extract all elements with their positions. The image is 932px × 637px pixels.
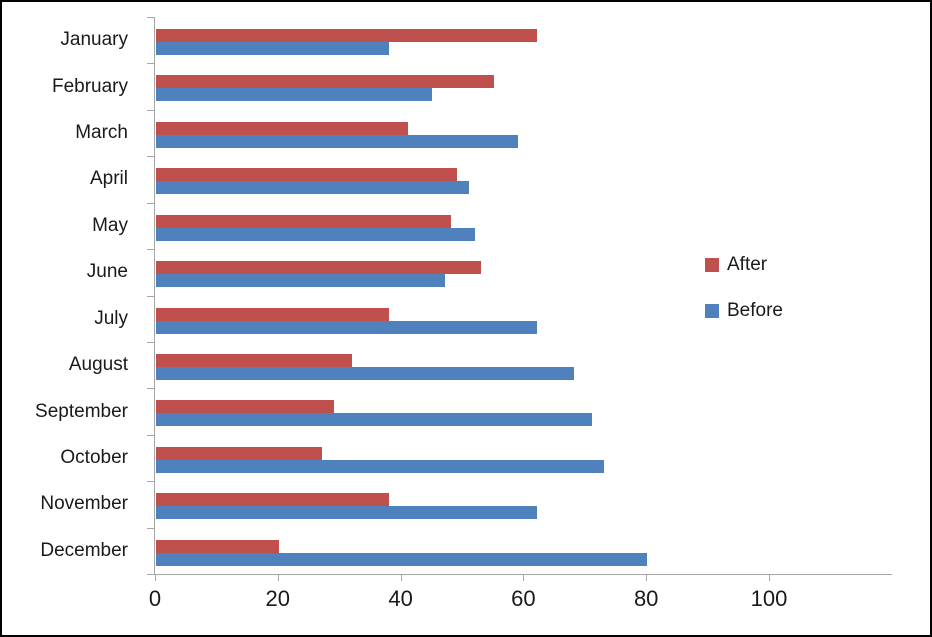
bar-before [156,506,537,520]
bar-before [156,88,433,102]
bar-after [156,307,390,321]
bar-before [156,134,519,148]
legend-item-after: After [705,254,767,276]
bar-before [156,366,574,380]
category-label: July [94,307,128,329]
bar-after [156,400,335,414]
y-axis-tick [147,388,154,390]
y-axis-tick [147,249,154,251]
x-axis-tick [769,574,770,581]
x-axis-tick [155,574,156,581]
legend-label-before: Before [727,300,783,321]
x-axis-tick [400,574,402,581]
bar-before [156,274,445,288]
bar-before [156,413,592,427]
category-label: May [92,214,128,236]
y-axis-line [154,17,155,575]
category-label: June [86,261,128,283]
x-axis-tick [523,574,525,581]
category-label: January [60,29,128,51]
category-label: September [35,400,128,422]
x-axis-tick-label: 100 [750,586,788,611]
x-axis-tick [277,574,279,581]
bar-after [156,29,537,42]
bar-after [156,261,482,275]
x-axis-line [147,574,892,575]
bar-after [156,214,451,228]
y-axis-tick [147,481,154,483]
x-axis-tick-label: 0 [148,586,162,611]
category-label: February [51,75,128,97]
category-label: March [75,122,128,144]
y-axis-tick [147,109,154,111]
y-axis-tick [147,295,154,297]
bar-before [156,320,537,334]
bar-after [156,539,279,553]
bar-after [156,353,353,367]
bar-after [156,75,494,89]
category-label: April [89,168,128,190]
bar-after [156,446,322,460]
y-axis-tick [147,156,154,158]
y-axis-tick [147,63,154,65]
legend-swatch-before [705,304,719,318]
x-axis-tick [646,574,648,581]
x-axis-tick-label: 60 [511,586,536,611]
legend-item-before: Before [705,300,783,322]
bar-after [156,121,408,135]
bar-before [156,459,605,473]
y-axis-tick [147,527,154,529]
x-axis-tick-label: 40 [388,586,413,611]
category-label: October [60,446,128,468]
legend-swatch-after [705,258,719,272]
bar-before [156,181,470,195]
legend-label-after: After [727,254,768,275]
bar-before [156,227,476,241]
x-axis-tick-label: 20 [265,586,291,611]
y-axis-tick [147,202,154,204]
bar-after [156,493,390,507]
category-label: August [68,354,128,376]
y-axis-tick [147,17,154,18]
y-axis-tick [147,434,154,436]
bar-before [156,42,390,55]
bar-before [156,552,648,566]
category-label: November [40,493,128,515]
x-axis-tick-label: 80 [633,586,659,611]
y-axis-tick [147,341,154,343]
category-label: December [40,539,128,561]
bar-after [156,168,457,182]
